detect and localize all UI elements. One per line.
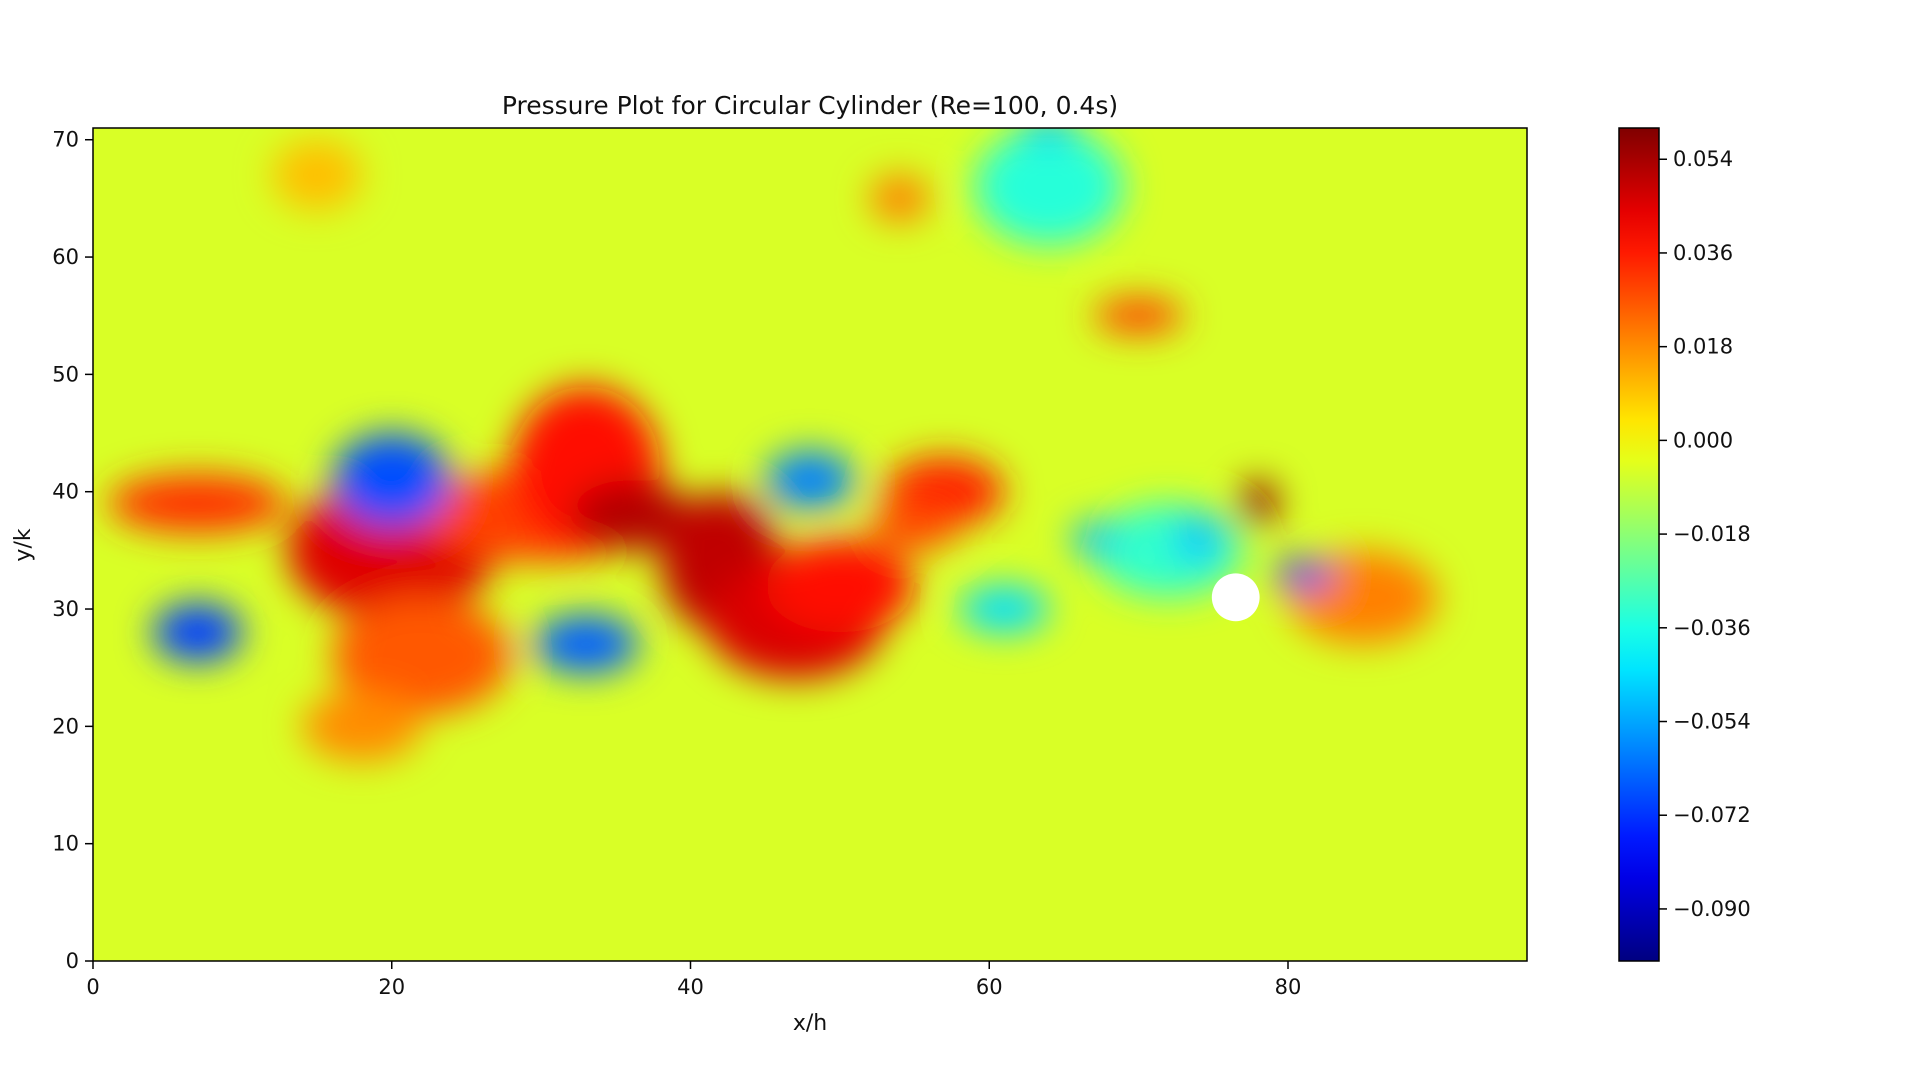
- heatmap-region: [152, 603, 243, 662]
- x-tick-label: 0: [86, 975, 99, 999]
- x-tick-label: 80: [1275, 975, 1302, 999]
- heatmap-region: [107, 474, 288, 533]
- x-axis-label: x/h: [793, 1011, 827, 1036]
- colorbar-tick-label: 0.000: [1673, 428, 1733, 452]
- colorbar-tick-label: 0.054: [1673, 147, 1733, 171]
- y-axis-ticks: 0 10 20 30 40 50 60 70: [52, 128, 93, 973]
- heatmap-region: [1238, 479, 1278, 527]
- heatmap-region: [272, 139, 362, 211]
- cylinder-marker: [1211, 573, 1260, 622]
- heatmap-region: [302, 691, 422, 762]
- heatmap-plot-area: [93, 128, 1527, 961]
- heatmap-region: [332, 433, 452, 527]
- colorbar-tick-label: 0.036: [1673, 241, 1733, 265]
- x-axis-ticks: 0 20 40 60 80: [86, 961, 1301, 999]
- heatmap-region: [571, 479, 691, 551]
- heatmap-region: [974, 128, 1124, 246]
- heatmap-region: [1273, 559, 1333, 588]
- colorbar-tick-label: −0.036: [1673, 616, 1751, 640]
- y-tick-label: 50: [52, 362, 79, 386]
- y-tick-label: 60: [52, 245, 79, 269]
- heatmap-region: [959, 585, 1049, 633]
- heatmap-region: [1071, 521, 1117, 557]
- y-axis-label: y/k: [11, 528, 36, 561]
- y-tick-label: 30: [52, 597, 79, 621]
- colorbar-ticks: 0.054 0.036 0.018 0.000 −0.018 −0.036 −0.054 −0…: [1659, 147, 1751, 921]
- colorbar-tick-label: 0.018: [1673, 335, 1733, 359]
- y-tick-label: 40: [52, 480, 79, 504]
- heatmap-regions: [107, 128, 1438, 762]
- heatmap-region: [765, 538, 915, 633]
- heatmap-region: [869, 503, 960, 551]
- heatmap-region: [765, 450, 855, 510]
- colorbar-tick-label: −0.090: [1673, 897, 1751, 921]
- x-tick-label: 60: [976, 975, 1003, 999]
- colorbar-tick-label: −0.054: [1673, 710, 1751, 734]
- heatmap-region: [533, 614, 639, 674]
- y-tick-label: 20: [52, 714, 79, 738]
- y-tick-label: 70: [52, 128, 79, 152]
- chart-title: Pressure Plot for Circular Cylinder (Re=…: [502, 91, 1118, 120]
- heatmap-region: [869, 174, 930, 222]
- colorbar-tick-label: −0.072: [1673, 803, 1751, 827]
- y-tick-label: 0: [66, 949, 79, 973]
- heatmap-region: [1019, 128, 1079, 140]
- x-tick-label: 20: [378, 975, 405, 999]
- heatmap-region: [1093, 298, 1184, 334]
- plot-frame: [92, 127, 1528, 962]
- heatmap-region: [332, 597, 512, 715]
- colorbar-tick-label: −0.018: [1673, 522, 1751, 546]
- heatmap-region: [1175, 515, 1221, 563]
- y-tick-label: 10: [52, 832, 79, 856]
- x-tick-label: 40: [677, 975, 704, 999]
- colorbar: [1618, 127, 1660, 962]
